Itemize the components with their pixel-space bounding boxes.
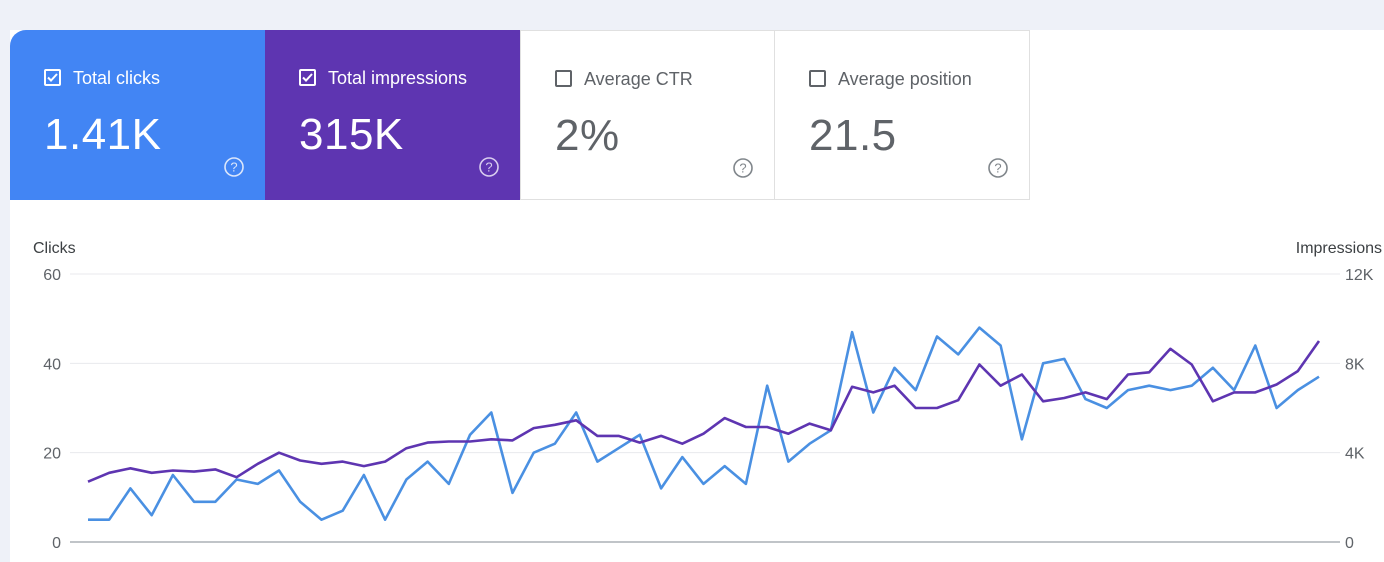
help-circle-icon[interactable]: ? xyxy=(223,156,245,178)
total-clicks-value: 1.41K xyxy=(44,110,162,159)
svg-text:?: ? xyxy=(994,161,1001,176)
total-impressions-label: Total impressions xyxy=(328,68,468,88)
checkbox-icon[interactable] xyxy=(44,69,61,86)
clicks-series-line xyxy=(88,326,1320,522)
total-impressions-card[interactable]: Total impressions 315K ? xyxy=(265,30,520,200)
average-ctr-label: Average CTR xyxy=(584,69,693,89)
help-circle-icon[interactable]: ? xyxy=(478,156,500,178)
checkbox-icon[interactable] xyxy=(299,69,316,86)
average-position-card[interactable]: Average position 21.5 ? xyxy=(775,30,1030,200)
left-tick-label: 40 xyxy=(43,356,61,373)
checkbox-icon[interactable] xyxy=(809,70,826,87)
right-tick-label: 0 xyxy=(1345,535,1354,552)
impressions-series-line xyxy=(87,340,1321,483)
total-clicks-card[interactable]: Total clicks 1.41K ? xyxy=(10,30,265,200)
average-ctr-value: 2% xyxy=(555,111,620,160)
right-tick-label: 8K xyxy=(1345,356,1365,373)
checkbox-icon[interactable] xyxy=(555,70,572,87)
total-clicks-label: Total clicks xyxy=(73,68,161,88)
right-tick-label: 4K xyxy=(1345,446,1365,463)
left-tick-label: 0 xyxy=(52,535,61,552)
help-circle-icon[interactable]: ? xyxy=(987,157,1009,179)
average-position-label: Average position xyxy=(838,69,972,89)
average-position-value: 21.5 xyxy=(809,111,897,160)
left-axis-title: Clicks xyxy=(33,240,76,257)
help-circle-icon[interactable]: ? xyxy=(732,157,754,179)
svg-text:?: ? xyxy=(230,160,237,175)
left-tick-label: 60 xyxy=(43,267,61,284)
left-tick-label: 20 xyxy=(43,446,61,463)
right-axis-title: Impressions xyxy=(1296,240,1382,257)
total-impressions-value: 315K xyxy=(299,110,404,159)
metric-cards: Total clicks 1.41K ? Total impressions 3… xyxy=(10,30,1030,200)
svg-text:?: ? xyxy=(739,161,746,176)
right-tick-label: 12K xyxy=(1345,267,1374,284)
svg-text:?: ? xyxy=(485,160,492,175)
average-ctr-card[interactable]: Average CTR 2% ? xyxy=(520,30,775,200)
